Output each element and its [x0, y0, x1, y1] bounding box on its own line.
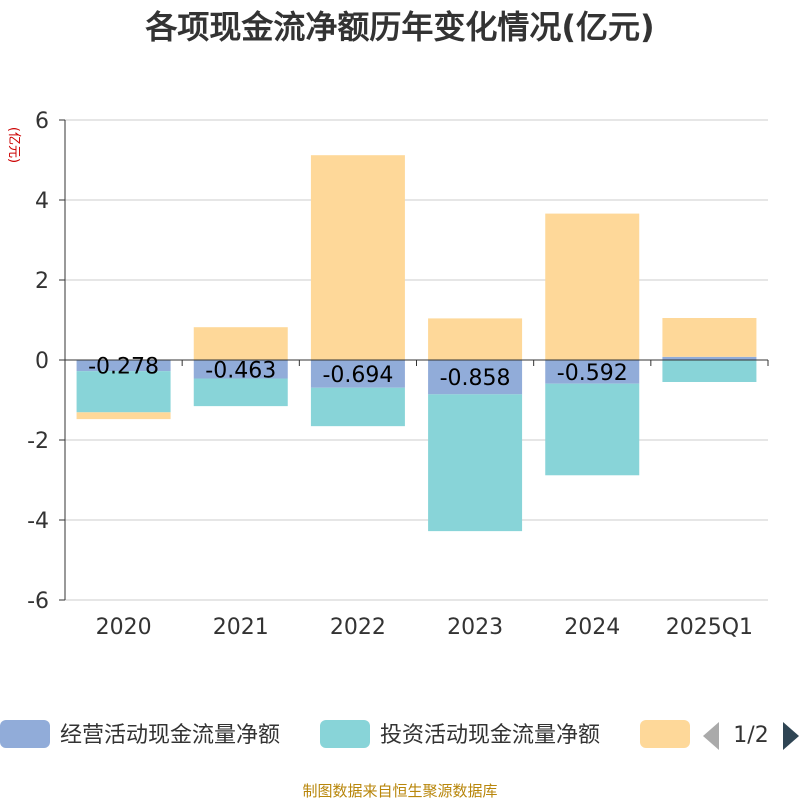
bar-segment-series2 — [310, 387, 405, 427]
x-tick-label: 2021 — [213, 615, 269, 640]
bar-segment-series1 — [76, 360, 171, 372]
bar-segment-series1 — [310, 360, 405, 388]
legend-page-indicator: 1/2 — [733, 723, 768, 748]
legend-swatch[interactable] — [640, 720, 690, 748]
bar-segment-series2 — [193, 378, 288, 407]
legend-label[interactable]: 经营活动现金流量净额 — [60, 723, 280, 748]
bar-segment-series2 — [545, 383, 640, 476]
bar-data-label: -0.278 — [88, 355, 159, 380]
legend-next-page-icon[interactable] — [783, 722, 799, 750]
x-tick-label: 2025Q1 — [666, 615, 753, 640]
bars — [76, 155, 757, 532]
x-tick-label: 2022 — [330, 615, 386, 640]
bar-segment-series2 — [662, 360, 757, 382]
bar-segment-series3 — [76, 412, 171, 420]
legend-prev-page-icon[interactable] — [703, 722, 719, 750]
legend-swatch[interactable] — [0, 720, 50, 748]
data-labels: -0.278 -0.463 -0.694 -0.858 -0.592 — [88, 355, 628, 392]
y-tick-label: 2 — [35, 269, 49, 294]
legend-swatch[interactable] — [320, 720, 370, 748]
x-tick-label: 2024 — [564, 615, 620, 640]
bar-segment-series3 — [193, 327, 288, 360]
y-tick-label: -6 — [27, 589, 49, 614]
bar-segment-series1 — [428, 360, 523, 395]
y-tick-label: 6 — [35, 109, 49, 134]
x-tick-label: 2020 — [96, 615, 152, 640]
legend: 经营活动现金流量净额 投资活动现金流量净额 1/2 — [0, 720, 799, 750]
bar-segment-series3 — [310, 155, 405, 360]
data-source-note: 制图数据来自恒生聚源数据库 — [302, 782, 497, 800]
bar-segment-series1 — [662, 356, 757, 360]
bar-segment-series1 — [193, 360, 288, 379]
bar-segment-series2 — [76, 371, 171, 413]
bar-segment-series3 — [428, 318, 523, 360]
bar-segment-series2 — [428, 394, 523, 532]
bar-segment-series1 — [545, 360, 640, 384]
bar-data-label: -0.858 — [440, 366, 511, 391]
axes: -6 -4 -2 0 2 4 6 2020 2021 2022 2023 2024 2025Q1 — [27, 109, 769, 640]
y-tick-label: -2 — [27, 429, 49, 454]
chart-title: 各项现金流净额历年变化情况(亿元) — [145, 8, 654, 46]
y-tick-label: 4 — [35, 189, 49, 214]
bar-data-label: -0.592 — [557, 361, 628, 386]
y-axis-label: (亿元) — [6, 127, 21, 163]
x-tick-label: 2023 — [447, 615, 503, 640]
y-tick-label: 0 — [35, 349, 49, 374]
y-tick-label: -4 — [27, 509, 49, 534]
bar-data-label: -0.694 — [322, 363, 393, 388]
bar-segment-series3 — [662, 318, 757, 357]
legend-label[interactable]: 投资活动现金流量净额 — [380, 723, 600, 748]
bar-data-label: -0.463 — [205, 358, 276, 383]
bar-segment-series3 — [545, 213, 640, 360]
